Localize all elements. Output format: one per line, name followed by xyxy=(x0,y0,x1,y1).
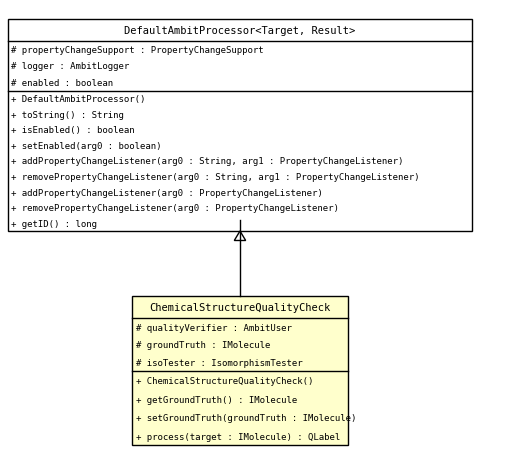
Text: + toString() : String: + toString() : String xyxy=(11,110,124,119)
Text: # qualityVerifier : AmbitUser: # qualityVerifier : AmbitUser xyxy=(136,323,292,332)
Text: # enabled : boolean: # enabled : boolean xyxy=(11,79,114,88)
Text: + getID() : long: + getID() : long xyxy=(11,219,97,228)
Text: + getGroundTruth() : IMolecule: + getGroundTruth() : IMolecule xyxy=(136,395,297,404)
Bar xyxy=(132,296,348,445)
Text: + isEnabled() : boolean: + isEnabled() : boolean xyxy=(11,126,135,135)
Text: + removePropertyChangeListener(arg0 : String, arg1 : PropertyChangeListener): + removePropertyChangeListener(arg0 : St… xyxy=(11,173,420,181)
Text: # propertyChangeSupport : PropertyChangeSupport: # propertyChangeSupport : PropertyChange… xyxy=(11,46,264,55)
Text: + addPropertyChangeListener(arg0 : PropertyChangeListener): + addPropertyChangeListener(arg0 : Prope… xyxy=(11,188,323,197)
Text: + ChemicalStructureQualityCheck(): + ChemicalStructureQualityCheck() xyxy=(136,376,313,385)
Polygon shape xyxy=(234,232,246,241)
Text: # logger : AmbitLogger: # logger : AmbitLogger xyxy=(11,63,130,71)
Bar xyxy=(8,19,473,232)
Text: + removePropertyChangeListener(arg0 : PropertyChangeListener): + removePropertyChangeListener(arg0 : Pr… xyxy=(11,204,339,213)
Text: + addPropertyChangeListener(arg0 : String, arg1 : PropertyChangeListener): + addPropertyChangeListener(arg0 : Strin… xyxy=(11,157,404,166)
Text: + process(target : IMolecule) : QLabel: + process(target : IMolecule) : QLabel xyxy=(136,432,340,441)
Text: + setEnabled(arg0 : boolean): + setEnabled(arg0 : boolean) xyxy=(11,141,162,150)
Text: ChemicalStructureQualityCheck: ChemicalStructureQualityCheck xyxy=(150,302,331,312)
Text: # isoTester : IsomorphismTester: # isoTester : IsomorphismTester xyxy=(136,358,302,367)
Text: # groundTruth : IMolecule: # groundTruth : IMolecule xyxy=(136,341,270,350)
Text: DefaultAmbitProcessor<Target, Result>: DefaultAmbitProcessor<Target, Result> xyxy=(124,26,355,36)
Text: + DefaultAmbitProcessor(): + DefaultAmbitProcessor() xyxy=(11,95,146,104)
Text: + setGroundTruth(groundTruth : IMolecule): + setGroundTruth(groundTruth : IMolecule… xyxy=(136,413,356,422)
